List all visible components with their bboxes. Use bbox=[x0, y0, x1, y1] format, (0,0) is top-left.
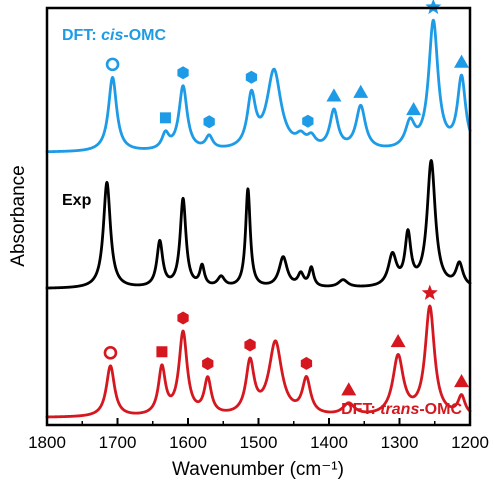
x-tick-label: 1400 bbox=[310, 433, 348, 452]
x-tick-label: 1700 bbox=[99, 433, 137, 452]
peak-marker-trans-triangle bbox=[341, 382, 356, 395]
series-label-isomer: cis bbox=[101, 27, 123, 44]
series-line-exp bbox=[47, 160, 470, 288]
x-tick-label: 1300 bbox=[381, 433, 419, 452]
peak-marker-cis-square bbox=[160, 112, 171, 123]
peak-marker-trans-hexagon bbox=[301, 357, 312, 370]
peak-marker-trans-star bbox=[422, 285, 438, 300]
peak-marker-cis-hexagon bbox=[246, 71, 257, 84]
series-label-isomer: trans bbox=[380, 401, 419, 418]
marker-layer bbox=[105, 0, 469, 395]
peak-marker-trans-hexagon bbox=[177, 312, 188, 325]
series-label-suffix: -OMC bbox=[123, 27, 166, 44]
peak-marker-cis-hexagon bbox=[204, 115, 215, 128]
peak-marker-cis-triangle bbox=[454, 55, 469, 68]
series-label-prefix: DFT: bbox=[62, 27, 101, 44]
x-tick-label: 1600 bbox=[169, 433, 207, 452]
peak-marker-cis-triangle bbox=[353, 85, 368, 98]
x-tick-label: 1200 bbox=[451, 433, 489, 452]
peak-marker-trans-hexagon bbox=[244, 339, 255, 352]
peak-marker-cis-circle-open bbox=[107, 59, 118, 70]
series-label-cis: DFT: cis-OMC bbox=[62, 27, 166, 44]
peak-marker-cis-hexagon bbox=[177, 66, 188, 79]
peak-marker-trans-triangle bbox=[454, 374, 469, 387]
peak-marker-trans-square bbox=[156, 346, 167, 357]
series-label-suffix: -OMC bbox=[419, 401, 462, 418]
x-axis-ticks: 1800 1700 1600 1500 1400 1300 1200 bbox=[28, 418, 489, 452]
series-label-exp: Exp bbox=[62, 192, 92, 209]
series-label-prefix: DFT: bbox=[341, 401, 380, 418]
series-label-trans: DFT: trans-OMC bbox=[341, 401, 462, 418]
x-tick-label: 1800 bbox=[28, 433, 66, 452]
x-tick-label: 1500 bbox=[240, 433, 278, 452]
series-label-prefix: Exp bbox=[62, 192, 92, 209]
x-axis-title: Wavenumber (cm⁻¹) bbox=[172, 459, 344, 480]
peak-marker-cis-hexagon bbox=[302, 115, 313, 128]
peak-marker-trans-circle-open bbox=[105, 347, 116, 358]
peak-marker-trans-triangle bbox=[391, 334, 406, 347]
y-axis-title: Absorbance bbox=[8, 165, 29, 266]
peak-marker-trans-hexagon bbox=[202, 357, 213, 370]
peak-marker-cis-triangle bbox=[406, 102, 421, 115]
peak-marker-cis-triangle bbox=[326, 88, 341, 101]
